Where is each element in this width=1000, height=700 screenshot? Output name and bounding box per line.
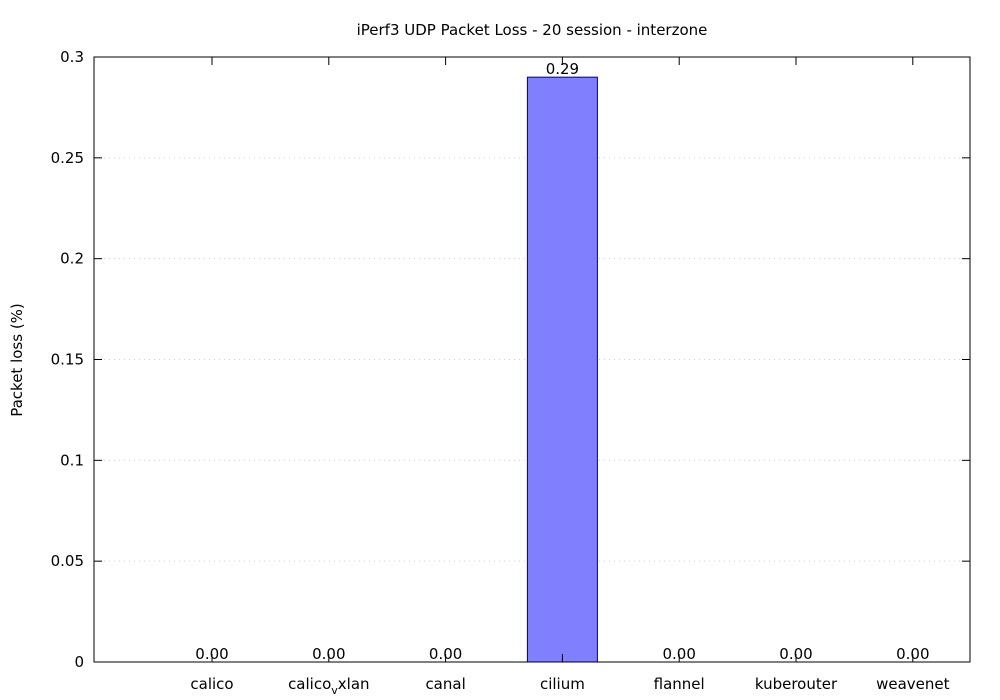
x-tick-label: calicovxlan (288, 675, 369, 697)
y-axis-label: Packet loss (%) (8, 303, 26, 417)
data-label: 0.00 (429, 645, 462, 663)
y-tick-label: 0.25 (51, 149, 84, 167)
y-tick-label: 0.3 (60, 48, 84, 66)
x-tick-label: weavenet (876, 675, 950, 693)
data-label: 0.29 (546, 60, 579, 78)
data-label: 0.00 (896, 645, 929, 663)
grid-lines (94, 157, 970, 562)
data-label: 0.00 (662, 645, 695, 663)
y-tick-label: 0.05 (51, 552, 84, 570)
bars (526, 76, 598, 663)
x-tick-label: kuberouter (755, 675, 838, 693)
y-tick-label: 0 (74, 653, 84, 671)
data-label: 0.00 (195, 645, 228, 663)
axis-ticks (94, 56, 970, 663)
y-tick-label: 0.2 (60, 250, 84, 268)
bar-cilium (526, 76, 598, 663)
x-tick-label: cilium (540, 675, 585, 693)
tick-labels: 0 0.05 0.1 0.15 0.2 0.25 0.3 calico 0.00 calicovx… (51, 48, 950, 697)
data-label: 0.00 (312, 645, 345, 663)
x-tick-label: flannel (654, 675, 705, 693)
y-tick-label: 0.1 (60, 451, 84, 469)
data-label: 0.00 (779, 645, 812, 663)
x-tick-label: canal (425, 675, 465, 693)
y-tick-label: 0.15 (51, 351, 84, 369)
chart-title: iPerf3 UDP Packet Loss - 20 session - in… (357, 21, 708, 39)
x-tick-label: calico (190, 675, 233, 693)
